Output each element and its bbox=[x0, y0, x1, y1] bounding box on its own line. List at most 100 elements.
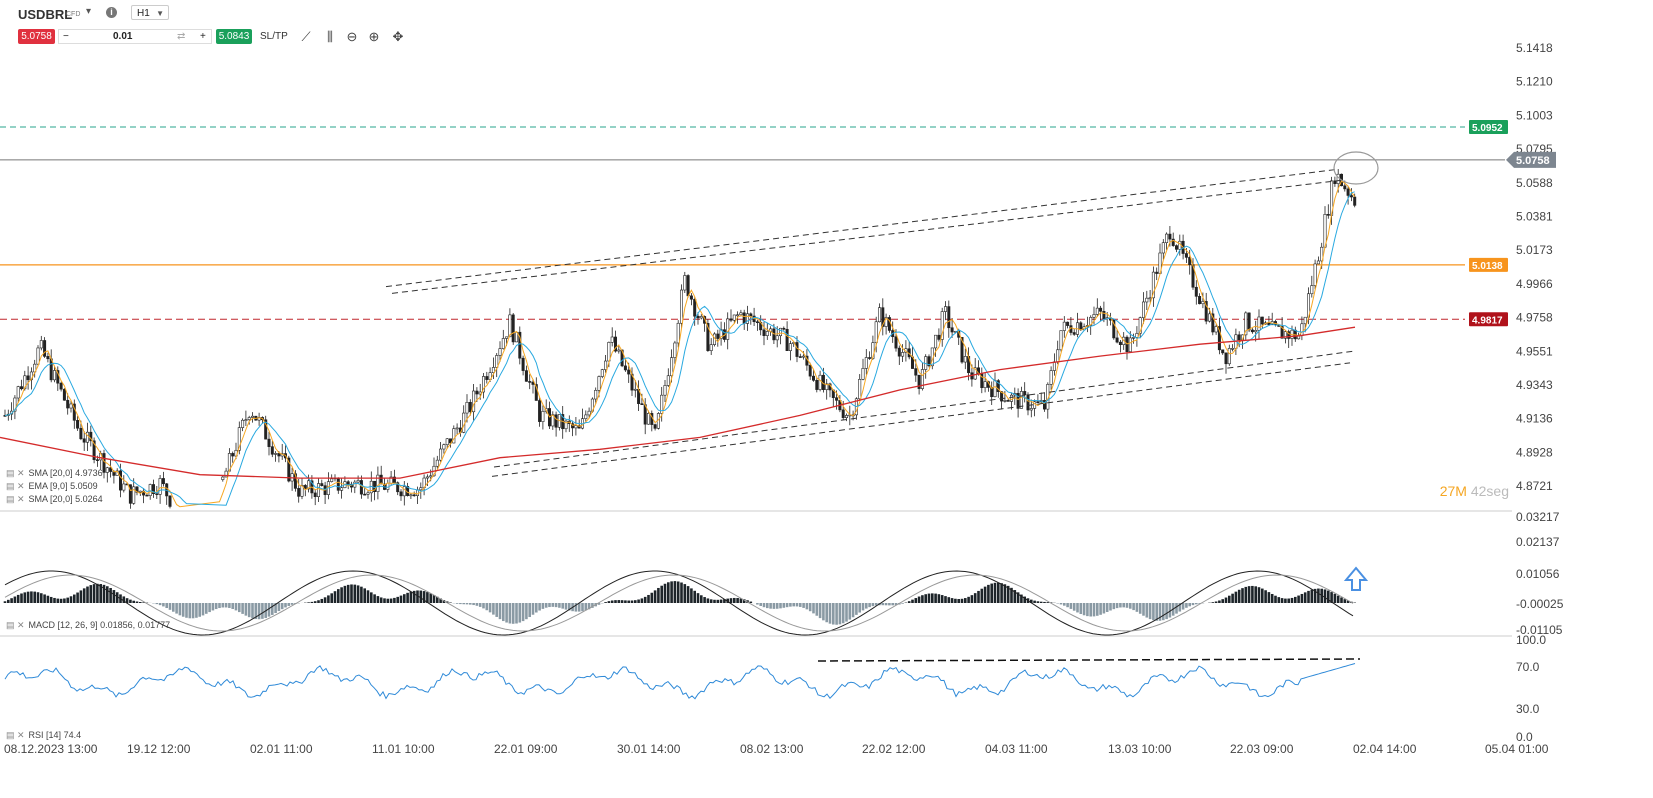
eye-icon[interactable]: ▤ ✕ bbox=[6, 468, 25, 478]
eye-icon[interactable]: ▤ ✕ bbox=[6, 730, 25, 740]
macd-bar bbox=[667, 582, 670, 603]
macd-bar bbox=[825, 603, 828, 623]
macd-bar bbox=[726, 598, 729, 603]
candle bbox=[402, 486, 406, 497]
macd-bar bbox=[591, 603, 594, 608]
candle bbox=[43, 340, 47, 357]
macd-bar bbox=[475, 603, 479, 606]
eye-icon[interactable]: ▤ ✕ bbox=[6, 494, 25, 504]
sell-button[interactable]: 5.0758 bbox=[18, 29, 55, 44]
candle bbox=[963, 356, 967, 363]
indicator-sma-label[interactable]: ▤ ✕ SMA [20,0] 5.0264 bbox=[6, 494, 103, 504]
zoom-in-icon[interactable]: ⊕ bbox=[368, 29, 380, 44]
macd-bar bbox=[73, 594, 76, 603]
macd-bar bbox=[967, 596, 970, 603]
candle bbox=[950, 327, 954, 333]
macd-bar bbox=[122, 596, 126, 603]
quantity-stepper[interactable]: − 0.01 ⇄ + bbox=[58, 29, 212, 44]
macd-bar bbox=[1006, 585, 1010, 603]
timeframe-select[interactable]: H1 ▼ bbox=[131, 5, 169, 20]
symbol-dropdown-icon[interactable]: ▾ bbox=[86, 6, 92, 17]
macd-bar bbox=[1336, 595, 1340, 603]
macd-bar bbox=[478, 603, 482, 607]
candle bbox=[868, 357, 872, 359]
candle bbox=[1115, 337, 1119, 343]
candle bbox=[1062, 321, 1066, 331]
macd-bar bbox=[1270, 593, 1274, 603]
macd-bar bbox=[937, 594, 941, 603]
candle bbox=[19, 386, 23, 390]
macd-bar bbox=[191, 603, 195, 619]
candle bbox=[79, 427, 83, 440]
macd-bar bbox=[53, 597, 56, 603]
macd-bar bbox=[865, 603, 868, 609]
macd-bar bbox=[1274, 595, 1277, 603]
macd-bar bbox=[436, 596, 439, 603]
line-tool-icon[interactable]: ⟋ bbox=[301, 29, 311, 44]
candle bbox=[841, 409, 845, 419]
buy-button[interactable]: 5.0843 bbox=[216, 29, 252, 44]
macd-bar bbox=[139, 602, 142, 603]
candle bbox=[511, 314, 515, 343]
macd-bar bbox=[987, 584, 990, 603]
macd-bar bbox=[155, 603, 159, 605]
candle bbox=[1151, 271, 1155, 299]
price-badge bbox=[1469, 312, 1508, 327]
macd-bar bbox=[729, 598, 733, 603]
macd-bar bbox=[901, 603, 904, 604]
macd-bar bbox=[610, 600, 614, 603]
macd-bar bbox=[1244, 586, 1248, 603]
indicator-macd-label[interactable]: ▤ ✕ MACD [12, 26, 9] 0.01856, 0.01777 bbox=[6, 620, 171, 630]
candle bbox=[508, 314, 512, 338]
candle bbox=[871, 342, 875, 359]
macd-bar bbox=[973, 593, 977, 603]
candle bbox=[1326, 214, 1330, 216]
macd-bar bbox=[89, 585, 93, 603]
candle bbox=[1026, 394, 1030, 411]
macd-bar bbox=[211, 603, 215, 611]
quantity-value[interactable]: 0.01 bbox=[113, 31, 133, 42]
info-icon[interactable]: i bbox=[106, 7, 117, 18]
candle bbox=[376, 474, 380, 492]
macd-bar bbox=[587, 603, 591, 610]
macd-bar bbox=[366, 590, 370, 603]
macd-bar bbox=[360, 586, 363, 603]
eye-icon[interactable]: ▤ ✕ bbox=[6, 620, 25, 630]
macd-bar bbox=[577, 603, 581, 612]
candles-icon[interactable]: ⫼ bbox=[327, 29, 333, 44]
indicator-sma-label[interactable]: ▤ ✕ SMA [20,0] 4.9736 bbox=[6, 468, 103, 478]
crosshair-icon[interactable]: ✥ bbox=[392, 29, 404, 44]
decrease-button[interactable]: − bbox=[63, 31, 69, 42]
macd-bar bbox=[439, 598, 442, 603]
candle bbox=[745, 313, 749, 324]
macd-bar bbox=[432, 595, 436, 603]
macd-bar bbox=[511, 603, 515, 624]
macd-bar bbox=[851, 603, 855, 618]
price-axis-tick: 4.8721 bbox=[1516, 479, 1553, 493]
candle bbox=[1023, 391, 1027, 396]
indicator-rsi-label[interactable]: ▤ ✕ RSI [14] 74.4 bbox=[6, 730, 82, 740]
price-axis-tick: 5.0381 bbox=[1516, 210, 1553, 224]
macd-bar bbox=[1092, 603, 1096, 617]
candle bbox=[92, 440, 96, 460]
zoom-out-icon[interactable]: ⊖ bbox=[346, 29, 358, 44]
macd-bar bbox=[1155, 603, 1158, 621]
symbol-label[interactable]: USDBRL bbox=[18, 7, 73, 22]
macd-bar bbox=[416, 590, 419, 603]
increase-button[interactable]: + bbox=[200, 31, 206, 42]
sltp-button[interactable]: SL/TP bbox=[260, 31, 288, 42]
candle bbox=[135, 486, 139, 493]
indicator-ema-label[interactable]: ▤ ✕ EMA [9,0] 5.0509 bbox=[6, 481, 98, 491]
candle bbox=[808, 364, 812, 377]
macd-bar bbox=[284, 603, 287, 608]
swap-icon[interactable]: ⇄ bbox=[177, 31, 186, 42]
macd-bar bbox=[1072, 603, 1076, 611]
candle bbox=[95, 459, 99, 461]
macd-bar bbox=[874, 603, 878, 606]
eye-icon[interactable]: ▤ ✕ bbox=[6, 481, 25, 491]
macd-bar bbox=[1287, 598, 1290, 603]
macd-bar bbox=[815, 603, 819, 616]
macd-bar bbox=[518, 603, 522, 623]
macd-bar bbox=[779, 603, 782, 609]
